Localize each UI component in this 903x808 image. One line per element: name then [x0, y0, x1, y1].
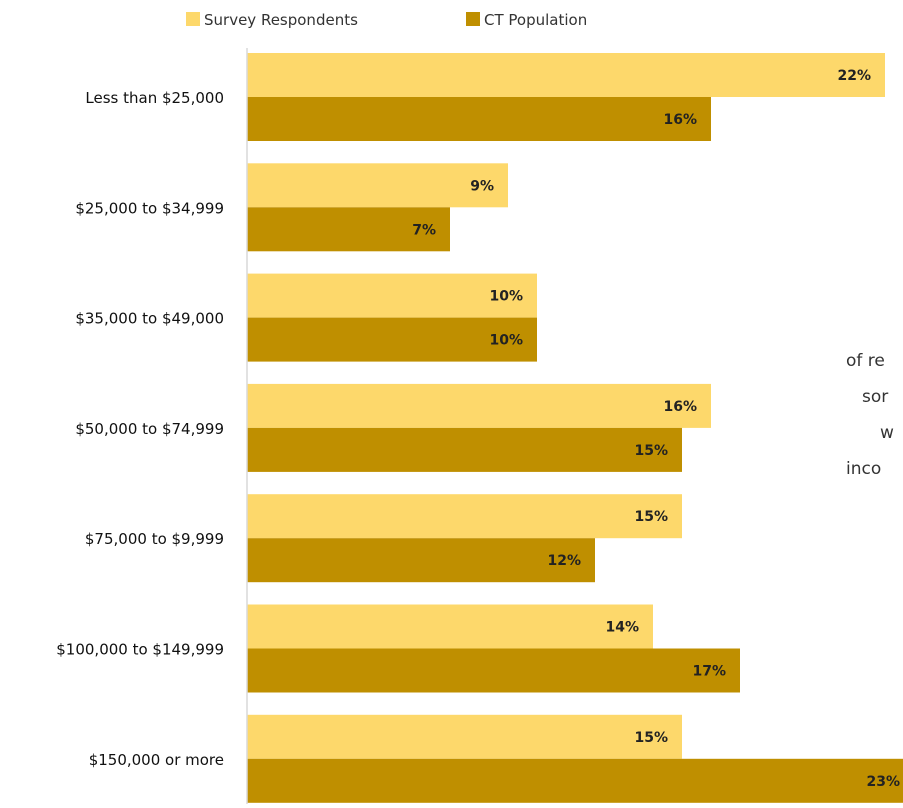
bar-survey	[247, 163, 508, 208]
bar-survey	[247, 273, 537, 318]
bar-ct-population	[247, 538, 595, 583]
bar-ct-population	[247, 207, 450, 252]
legend-label-0: Survey Respondents	[204, 11, 358, 29]
category-label: $100,000 to $149,999	[56, 641, 224, 659]
data-label: 15%	[634, 509, 668, 525]
legend-swatch-1	[466, 12, 480, 26]
legend-swatch-0	[186, 12, 200, 26]
data-label: 23%	[866, 774, 900, 790]
bar-survey	[247, 714, 682, 759]
category-label: $50,000 to $74,999	[75, 420, 224, 438]
value-labels: 22% 16% 9% 7% 10% 10% 16% 15% 15% 12% 14% 17% 15% 23%	[412, 68, 900, 790]
bar-ct-population	[247, 427, 682, 472]
data-label: 16%	[663, 112, 697, 128]
bars-group	[247, 53, 903, 803]
bar-ct-population	[247, 317, 537, 362]
category-label: Less than $25,000	[85, 89, 224, 107]
side-text-line: inco	[846, 459, 881, 479]
legend-label-1: CT Population	[484, 11, 587, 29]
data-label: 7%	[412, 222, 436, 238]
legend: Survey Respondents CT Population	[186, 11, 587, 29]
data-label: 15%	[634, 443, 668, 459]
category-labels: Less than $25,000 $25,000 to $34,999 $35,0…	[56, 89, 224, 769]
data-label: 14%	[605, 620, 639, 636]
bar-survey	[247, 53, 885, 97]
data-label: 17%	[692, 664, 726, 680]
side-text-line: sor	[862, 387, 888, 407]
category-label: $35,000 to $49,000	[75, 310, 224, 328]
category-label: $150,000 or more	[89, 751, 224, 769]
category-label: $75,000 to $9,999	[85, 530, 224, 548]
data-label: 16%	[663, 399, 697, 415]
bar-ct-population	[247, 758, 903, 803]
data-label: 22%	[837, 68, 871, 84]
data-label: 12%	[547, 553, 581, 569]
side-annotation-text: of re sor w inco	[846, 351, 894, 479]
side-text-line: w	[880, 423, 894, 443]
data-label: 10%	[489, 333, 523, 349]
bar-survey	[247, 383, 711, 428]
bar-survey	[247, 494, 682, 539]
data-label: 10%	[489, 289, 523, 305]
bar-survey	[247, 604, 653, 649]
bar-ct-population	[247, 97, 711, 141]
data-label: 9%	[470, 178, 494, 194]
side-text-line: of re	[846, 351, 885, 371]
category-label: $25,000 to $34,999	[75, 199, 224, 217]
bar-ct-population	[247, 648, 740, 693]
data-label: 15%	[634, 730, 668, 746]
